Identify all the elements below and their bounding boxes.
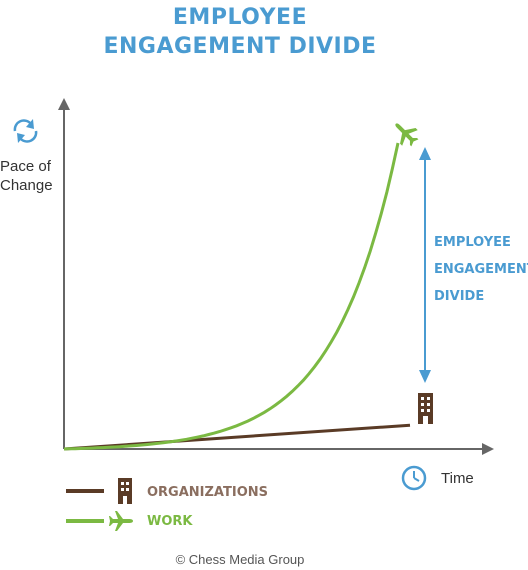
y-axis-label-line-1: Pace of [0,158,51,175]
divide-label-line-2: ENGAGEMENT [434,262,528,277]
legend-building-icon [118,478,132,504]
legend-work-label: WORK [147,514,193,529]
legend-organizations-label: ORGANIZATIONS [147,485,268,500]
refresh-icon [13,119,38,143]
y-axis-label-line-2: Change [0,177,53,194]
divide-arrow [419,147,431,383]
work-series-line [63,142,400,451]
organizations-series-line [63,423,411,451]
divide-label-line-1: EMPLOYEE [434,235,511,250]
airplane-icon [395,123,419,147]
x-axis-label: Time [441,470,474,487]
chart-title-line-2: ENGAGEMENT DIVIDE [103,34,377,59]
clock-icon [401,465,427,491]
chart-title-line-1: EMPLOYEE [172,5,308,30]
footer-credit: © Chess Media Group [175,552,305,567]
building-icon [418,393,433,424]
legend-airplane-icon [109,511,133,531]
divide-label-line-3: DIVIDE [434,289,485,304]
y-axis-arrowhead [58,98,70,110]
x-axis-arrowhead [482,443,494,455]
